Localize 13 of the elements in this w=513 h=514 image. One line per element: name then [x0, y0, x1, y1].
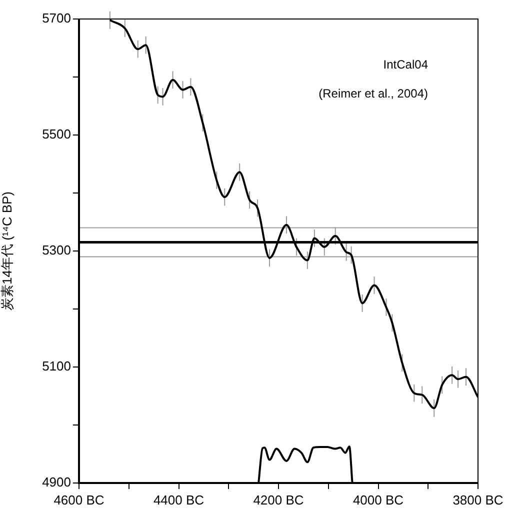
annotation: (Reimer et al., 2004) — [318, 86, 428, 100]
x-tick-label: 4200 BC — [253, 492, 304, 508]
y-tick-label: 5500 — [42, 126, 71, 142]
y-tick-label: 5100 — [42, 358, 71, 374]
x-tick-label: 4600 BC — [54, 492, 104, 508]
y-tick-label: 5700 — [42, 10, 71, 26]
x-tick-label: 3800 BC — [452, 492, 504, 508]
x-tick-label: 4400 BC — [153, 492, 204, 508]
y-axis-title: 炭素14年代 (¹⁴C BP) — [0, 192, 14, 310]
annotation: IntCal04 — [383, 57, 428, 72]
y-tick-label: 5300 — [42, 242, 71, 258]
y-tick-label: 4900 — [42, 474, 71, 490]
x-tick-label: 4000 BC — [352, 492, 404, 508]
